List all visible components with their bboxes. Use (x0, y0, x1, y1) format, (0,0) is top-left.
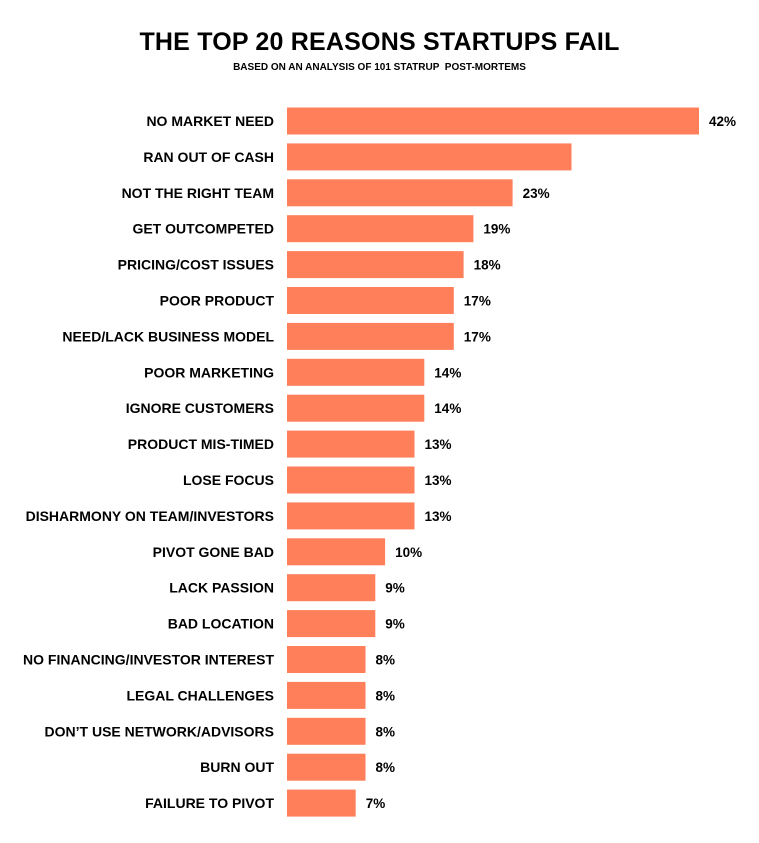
bar (287, 717, 366, 745)
data-label: 17% (464, 294, 491, 309)
category-label: NO FINANCING/INVESTOR INTEREST (23, 652, 274, 668)
data-label: 14% (434, 401, 461, 416)
data-label: 17% (464, 329, 491, 344)
category-label: LOSE FOCUS (183, 472, 274, 488)
data-label: 8% (376, 653, 396, 668)
bar (287, 143, 572, 171)
category-label: IGNORE CUSTOMERS (126, 400, 274, 416)
category-label: RAN OUT OF CASH (143, 149, 274, 165)
data-label: 8% (376, 688, 396, 703)
category-label: NOT THE RIGHT TEAM (122, 185, 274, 201)
bar (287, 107, 699, 135)
data-label: 23% (523, 186, 550, 201)
chart-subtitle: BASED ON AN ANALYSIS OF 101 STATRUP POST… (233, 62, 526, 73)
data-label: 8% (376, 760, 396, 775)
data-label: 9% (385, 617, 405, 632)
data-label: 18% (474, 258, 501, 273)
category-label: POOR PRODUCT (160, 293, 275, 309)
data-label: 42% (709, 114, 736, 129)
bar (287, 394, 425, 422)
bar (287, 681, 366, 709)
data-label: 13% (425, 509, 452, 524)
bar (287, 789, 356, 817)
category-label: FAILURE TO PIVOT (145, 795, 274, 811)
bar (287, 502, 415, 530)
bar (287, 251, 464, 279)
category-label: DON’T USE NETWORK/ADVISORS (45, 723, 274, 739)
bar (287, 538, 386, 566)
category-label: LACK PASSION (169, 580, 274, 596)
category-label: PRICING/COST ISSUES (118, 257, 274, 273)
category-label: BAD LOCATION (168, 616, 274, 632)
category-label: POOR MARKETING (144, 364, 274, 380)
category-label: GET OUTCOMPETED (132, 221, 274, 237)
bar (287, 287, 454, 314)
data-label: 9% (385, 581, 405, 596)
data-label: 10% (395, 545, 422, 560)
data-label: 8% (376, 724, 396, 739)
data-label: 13% (425, 473, 452, 488)
bar (287, 646, 366, 673)
bar (287, 215, 474, 243)
data-label: 13% (425, 437, 452, 452)
bar (287, 753, 366, 781)
category-label: LEGAL CHALLENGES (126, 687, 274, 703)
category-label: DISHARMONY ON TEAM/INVESTORS (26, 508, 274, 524)
category-label: BURN OUT (200, 759, 274, 775)
data-label: 14% (434, 365, 461, 380)
bar (287, 574, 376, 602)
data-label: 19% (483, 222, 510, 237)
bar (287, 179, 513, 207)
data-label: 7% (366, 796, 386, 811)
bar (287, 430, 415, 458)
bar (287, 358, 425, 386)
category-label: NEED/LACK BUSINESS MODEL (62, 328, 274, 344)
bar (287, 322, 454, 350)
category-label: NO MARKET NEED (146, 113, 274, 129)
chart-title: THE TOP 20 REASONS STARTUPS FAIL (139, 28, 620, 56)
bar (287, 610, 376, 638)
bar (287, 466, 415, 494)
category-label: PIVOT GONE BAD (153, 544, 274, 560)
category-label: PRODUCT MIS-TIMED (128, 436, 274, 452)
